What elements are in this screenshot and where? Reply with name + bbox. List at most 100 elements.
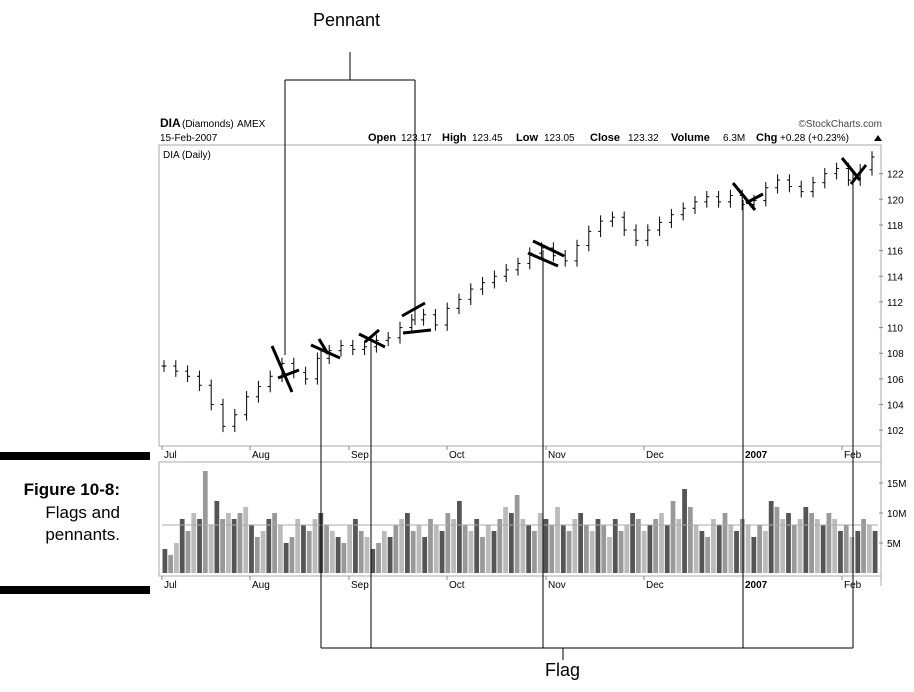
pennant-label: Pennant [313,10,381,30]
price-x-axis: Jul Aug Sep Oct Nov Dec 2007 Feb [161,446,862,461]
x-tick-label: Aug [252,450,270,461]
volume-bar [526,525,532,573]
volume-bar [358,531,364,573]
volume-bar [387,537,393,573]
y-tick-label: 122 [887,170,904,181]
volume-bar [260,531,266,573]
x-tick-label: Oct [449,450,465,461]
volume-bar [555,507,560,573]
pattern-annotations [270,52,868,660]
x-tick-label: Sep [351,450,369,461]
y-tick-label: 114 [887,272,903,283]
volume-bar [428,519,433,573]
volume-bar [774,507,780,573]
pennant-line [270,345,294,393]
volume-bar [497,519,503,573]
high-label: High [442,132,467,144]
volume-bar [693,525,699,573]
volume-bar [786,513,791,573]
volume-bar [514,495,520,573]
y-tick-label: 118 [887,221,903,232]
volume-bar [162,549,168,573]
volume-bar [416,525,422,573]
volume-bar [347,525,353,573]
volume-bar [768,501,774,573]
volume-bar [410,531,416,573]
volume-bar [618,531,624,573]
price-panel-label: DIA (Daily) [163,150,211,161]
pennant-line [401,301,426,318]
volume-bar [456,501,462,573]
flag-line [745,192,764,205]
volume-bar [249,525,254,573]
volume-bar [653,519,659,573]
volume-bar [803,507,809,573]
volume-bar [739,519,745,573]
volume-bar [607,537,612,573]
volume-bar [716,525,722,573]
volume-bar [480,537,485,573]
volume-bar [682,489,687,573]
volume-bar [301,525,306,573]
volume-bar [289,537,295,573]
volume-bar [849,537,855,573]
volume-bar [254,537,260,573]
pennant-line [402,328,432,335]
y-tick-label: 106 [887,375,904,386]
volume-bar [474,519,480,573]
volume-bar [814,519,820,573]
y-tick-label: 112 [887,298,903,309]
x-tick-label: Nov [548,450,566,461]
volume-bar [399,519,405,573]
volume-bar [243,507,249,573]
volume-bar [381,531,387,573]
volume-bar [820,525,826,573]
volume-bar [832,519,838,573]
volume-bar [699,531,705,573]
volume-bar [226,513,231,573]
open-value: 123.17 [401,133,432,144]
pennant-bracket [284,52,416,355]
x-tick-label: Jul [164,580,177,591]
volume-bar [508,513,514,573]
volume-bar [335,537,341,573]
volume-bar [635,519,641,573]
volume-bar [797,519,803,573]
volume-bar [168,555,174,573]
volume-panel [158,461,882,577]
volume-bar [711,519,716,573]
volume-bar [641,531,647,573]
volume-bar [549,525,555,573]
volume-bar [312,519,318,573]
volume-bar [659,513,664,573]
volume-bar [705,537,711,573]
volume-bar [601,525,607,573]
low-label: Low [516,132,538,144]
date: 15-Feb-2007 [160,133,218,144]
volume-bar [612,519,618,573]
volume-bar [324,525,329,573]
volume-bar [728,525,734,573]
volume-bar [595,519,601,573]
y-tick-label: 108 [887,349,904,360]
volume-bar [370,549,376,573]
volume-bar [676,519,682,573]
volume-bar [809,513,814,573]
flag-line [532,239,565,258]
chg-value: +0.28 (+0.23%) [780,133,849,144]
volume-bar [843,525,849,573]
volume-bar [393,525,399,573]
x-tick-label: Sep [351,580,369,591]
volume-bar [295,519,301,573]
caption-rule-top [0,452,150,460]
x-tick-label: Dec [646,450,664,461]
volume-bar [266,519,272,573]
volume-bar [491,531,497,573]
x-tick-label: Aug [252,580,270,591]
y-tick-label: 10M [887,509,906,520]
chg-label: Chg [756,132,777,144]
figure-caption-text: Flags and pennants. [45,503,120,544]
flag-label: Flag [545,660,581,680]
